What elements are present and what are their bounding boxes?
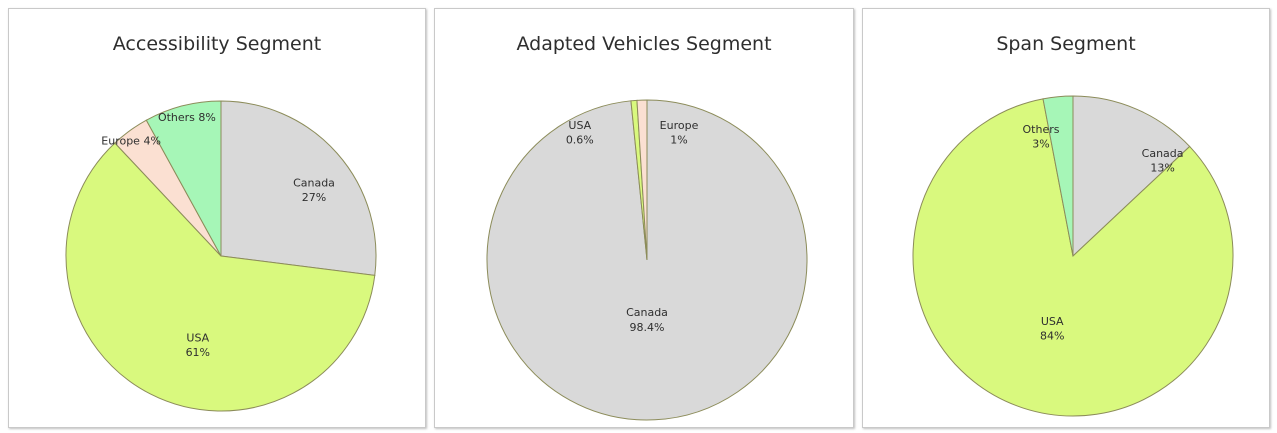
pie-slice-canada [220, 100, 377, 276]
slice-label-europe: Europe 4% [101, 134, 161, 147]
slice-label-usa: USA 61% [186, 331, 210, 359]
chart-title: Span Segment [996, 33, 1136, 55]
chart-title: Adapted Vehicles Segment [516, 33, 772, 55]
pie-slice-usa [912, 98, 1234, 417]
pie-chart-adapted-vehicles: Canada 98.4% USA 0.6% Europe 1% [486, 99, 808, 421]
pie-slice-canada [1072, 95, 1191, 258]
slice-label-europe: Europe 1% [660, 119, 699, 147]
slice-label-usa: USA 0.6% [566, 119, 594, 147]
slice-label-others: Others 3% [1023, 123, 1060, 151]
slice-label-others: Others 8% [158, 111, 216, 124]
pie-chart-span: Canada 13% USA 84% Others 3% [912, 95, 1234, 417]
slice-label-canada: Canada 98.4% [626, 306, 668, 334]
slice-label-canada: Canada 13% [1142, 147, 1184, 175]
pie-chart-accessibility: Canada 27% USA 61% Europe 4% Others 8% [65, 100, 377, 412]
chart-panel-adapted-vehicles: Adapted Vehicles Segment Canada 98.4% USA 0… [434, 8, 854, 428]
chart-title: Accessibility Segment [112, 33, 322, 55]
slice-label-canada: Canada 27% [293, 176, 335, 204]
pie-slice-europe [636, 99, 648, 261]
pie-slice-others [1042, 95, 1074, 257]
slice-label-usa: USA 84% [1040, 315, 1064, 343]
chart-panel-accessibility: Accessibility Segment Canada 27% USA 61% Eur… [8, 8, 426, 428]
chart-panel-span: Span Segment Canada 13% USA 84% Others 3% [862, 8, 1270, 428]
pie-slice-others [145, 100, 222, 257]
pie-slice-usa [65, 142, 376, 412]
